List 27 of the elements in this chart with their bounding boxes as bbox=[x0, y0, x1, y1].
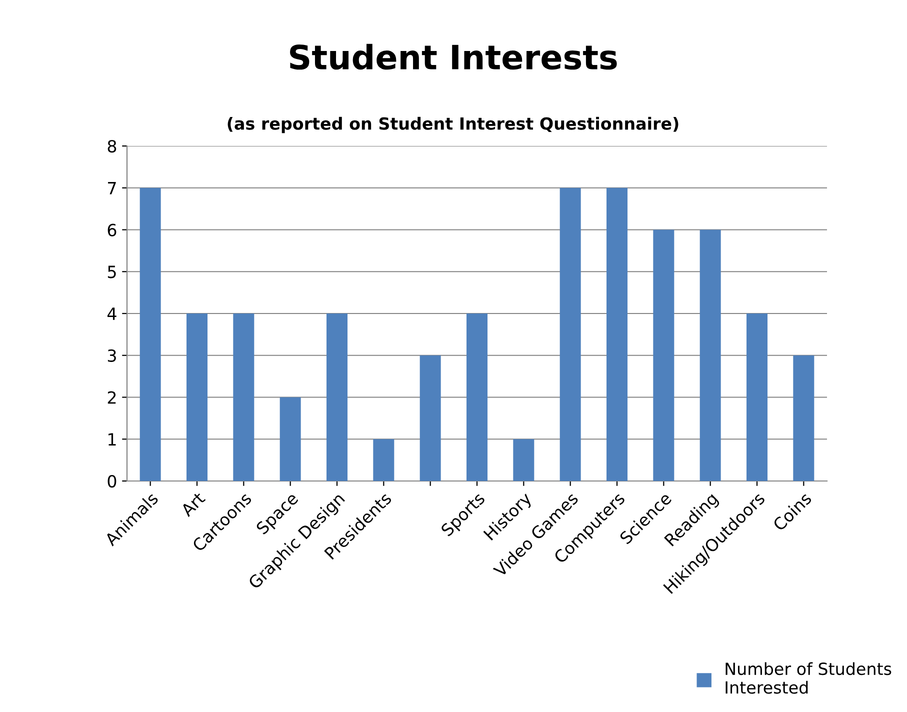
bar bbox=[326, 314, 348, 481]
chart-subtitle: (as reported on Student Interest Questionnaire) bbox=[228, 116, 678, 134]
y-tick-label: 3 bbox=[108, 349, 116, 362]
y-tick-label: 6 bbox=[108, 224, 116, 236]
bar bbox=[186, 314, 208, 481]
bar bbox=[560, 188, 581, 481]
y-tick-label: 4 bbox=[107, 308, 116, 320]
bar bbox=[793, 355, 814, 481]
bar bbox=[280, 397, 301, 481]
bar bbox=[746, 314, 768, 481]
y-tick-label: 0 bbox=[108, 474, 116, 488]
bar bbox=[700, 230, 721, 481]
y-tick-label: 8 bbox=[108, 140, 116, 153]
y-tick-label: 1 bbox=[108, 433, 116, 446]
bar bbox=[606, 188, 628, 481]
chart-title: Student Interests bbox=[290, 44, 617, 70]
bar bbox=[140, 188, 161, 481]
bar bbox=[233, 314, 254, 481]
bar bbox=[466, 314, 488, 481]
legend-label: Number of Students Interested bbox=[726, 662, 892, 694]
bar bbox=[653, 230, 674, 481]
y-tick-label: 2 bbox=[108, 391, 116, 404]
bar bbox=[373, 439, 394, 481]
y-tick-label: 7 bbox=[108, 182, 116, 194]
bar bbox=[420, 355, 441, 481]
bar bbox=[513, 439, 534, 481]
y-tick-label: 5 bbox=[108, 266, 116, 278]
